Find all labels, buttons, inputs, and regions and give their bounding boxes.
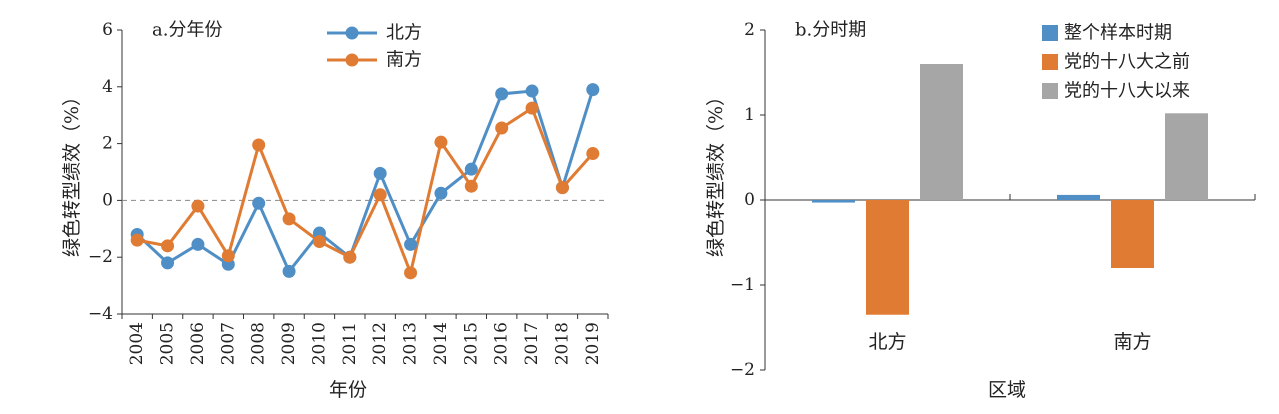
x-category-label: 北方 — [868, 331, 906, 353]
y-tick-label: −2 — [88, 247, 113, 267]
legend-label: 党的十八大以来 — [1064, 81, 1190, 102]
panel-a-line-chart: −4 −2 0 2 4 6 2004 2005 2006 2007 2008 2009 2010 2011… — [61, 20, 609, 401]
legend-marker — [345, 53, 359, 67]
legend-swatch — [1042, 25, 1058, 41]
data-point-north — [282, 264, 296, 278]
y-axis-title: 绿色转型绩效（%） — [61, 87, 83, 257]
data-point-north — [495, 87, 509, 101]
data-point-north — [525, 84, 539, 98]
bar-north-series-0 — [812, 200, 855, 203]
bar-south-series-2 — [1165, 113, 1208, 200]
legend-swatch — [1042, 54, 1058, 70]
data-point-south — [555, 181, 569, 195]
data-point-north — [464, 162, 478, 176]
data-point-south — [586, 147, 600, 161]
x-tick-label: 2015 — [461, 322, 481, 365]
data-point-south — [191, 199, 205, 213]
data-point-south — [282, 212, 296, 226]
x-tick-label: 2005 — [158, 322, 178, 365]
y-tick-label: 2 — [744, 20, 755, 40]
data-point-north — [161, 256, 175, 270]
legend-label: 北方 — [386, 23, 422, 44]
data-point-north — [404, 237, 418, 251]
y-tick-label: 0 — [102, 190, 113, 210]
legend-label: 党的十八大之前 — [1064, 52, 1190, 73]
data-point-south — [495, 121, 509, 135]
x-tick-label: 2017 — [522, 322, 542, 365]
y-tick-label: 0 — [744, 190, 755, 210]
data-point-south — [161, 239, 175, 253]
x-tick-label: 2014 — [431, 322, 451, 365]
x-tick-label: 2018 — [552, 322, 572, 365]
data-point-south — [252, 138, 266, 152]
bar-south-series-0 — [1057, 194, 1100, 200]
y-tick-label: −1 — [730, 275, 755, 295]
legend-marker — [345, 26, 359, 40]
data-point-north — [586, 83, 600, 97]
panel-b-title: b.分时期 — [795, 20, 866, 41]
x-tick-label: 2008 — [249, 322, 269, 365]
data-point-south — [312, 235, 326, 249]
x-tick-label: 2010 — [309, 322, 329, 365]
x-axis-title: 年份 — [329, 379, 367, 401]
panel-a-title: a.分年份 — [152, 20, 222, 41]
y-tick-label: 6 — [102, 20, 113, 40]
data-point-north — [434, 186, 448, 200]
x-tick-label: 2006 — [188, 322, 208, 365]
data-point-south — [373, 188, 387, 202]
y-tick-label: 2 — [102, 134, 113, 154]
data-point-south — [525, 101, 539, 115]
data-point-south — [221, 249, 235, 263]
data-point-north — [373, 166, 387, 180]
legend-label: 南方 — [386, 50, 422, 71]
x-tick-label: 2012 — [370, 322, 390, 365]
x-tick-label: 2016 — [492, 322, 512, 365]
data-point-south — [130, 233, 144, 247]
y-axis-title: 绿色转型绩效（%） — [705, 87, 727, 257]
bar-north-series-1 — [866, 200, 909, 315]
bar-north-series-2 — [920, 64, 963, 200]
data-point-south — [343, 250, 357, 264]
y-tick-label: −2 — [730, 360, 755, 380]
x-tick-label: 2007 — [218, 322, 238, 365]
series-line-north — [136, 89, 595, 275]
y-tick-label: 4 — [102, 77, 113, 97]
data-point-north — [252, 196, 266, 210]
legend-swatch — [1042, 83, 1058, 99]
x-tick-label: 2013 — [401, 322, 421, 365]
x-tick-label: 2009 — [279, 322, 299, 365]
x-axis-title: 区域 — [988, 379, 1026, 401]
x-category-label: 南方 — [1113, 331, 1151, 353]
x-tick-label: 2011 — [340, 322, 360, 365]
y-tick-label: 1 — [744, 105, 755, 125]
series-line-south — [136, 105, 594, 278]
x-tick-label: 2004 — [127, 322, 147, 365]
data-point-south — [404, 266, 418, 280]
legend-label: 整个样本时期 — [1064, 23, 1172, 44]
bar-south-series-1 — [1111, 200, 1154, 268]
data-point-south — [464, 179, 478, 193]
y-tick-label: −4 — [88, 304, 113, 324]
x-tick-label: 2019 — [583, 322, 603, 365]
data-point-south — [434, 135, 448, 149]
data-point-north — [191, 237, 205, 251]
